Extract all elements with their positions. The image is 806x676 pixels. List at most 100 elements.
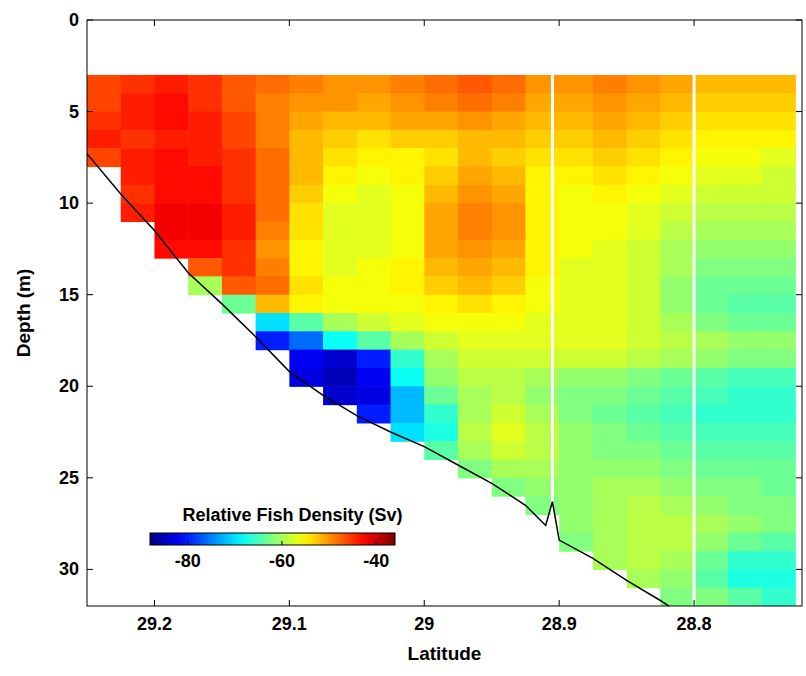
- cell: [87, 112, 121, 131]
- cell: [559, 276, 593, 295]
- cell: [593, 185, 627, 204]
- cell: [660, 112, 694, 131]
- cell: [593, 221, 627, 240]
- cell: [593, 148, 627, 167]
- cell: [492, 350, 526, 369]
- x-tick-label: 28.9: [542, 614, 577, 634]
- cell: [222, 130, 256, 149]
- cell: [694, 368, 728, 387]
- cell: [559, 368, 593, 387]
- cell: [289, 75, 323, 94]
- cell: [660, 167, 694, 186]
- cell: [188, 221, 222, 240]
- cell: [357, 276, 391, 295]
- cell: [627, 221, 661, 240]
- cell: [525, 441, 559, 460]
- cell: [593, 276, 627, 295]
- cell: [660, 185, 694, 204]
- cell: [728, 75, 762, 94]
- cell: [289, 276, 323, 295]
- x-tick: [559, 20, 560, 26]
- cell: [559, 185, 593, 204]
- cell: [559, 240, 593, 259]
- cell: [256, 75, 290, 94]
- plot-area: [87, 75, 796, 606]
- cell: [121, 75, 155, 94]
- cell: [660, 221, 694, 240]
- cell: [762, 350, 796, 369]
- cell: [458, 368, 492, 387]
- cell: [154, 130, 188, 149]
- cell: [593, 478, 627, 497]
- cell: [424, 240, 458, 259]
- cell: [694, 350, 728, 369]
- cell: [694, 496, 728, 515]
- cell: [728, 148, 762, 167]
- cell: [627, 75, 661, 94]
- y-tick: [796, 569, 802, 570]
- cell: [694, 93, 728, 112]
- cell: [391, 405, 425, 424]
- cell: [728, 276, 762, 295]
- cell: [323, 331, 357, 350]
- cell: [694, 588, 728, 606]
- y-tick: [796, 203, 802, 204]
- cell: [525, 130, 559, 149]
- cell: [762, 240, 796, 259]
- cell: [154, 112, 188, 131]
- cell: [525, 405, 559, 424]
- cell: [222, 295, 256, 314]
- cell: [188, 75, 222, 94]
- cell: [728, 221, 762, 240]
- cell: [559, 75, 593, 94]
- cell: [424, 276, 458, 295]
- cell: [357, 130, 391, 149]
- cell: [357, 386, 391, 405]
- cell: [424, 313, 458, 332]
- y-tick: [87, 20, 93, 21]
- cell: [525, 240, 559, 259]
- cell: [357, 148, 391, 167]
- cell: [525, 478, 559, 497]
- cell: [762, 130, 796, 149]
- cell: [627, 295, 661, 314]
- cell: [492, 405, 526, 424]
- cell: [660, 350, 694, 369]
- colorbar-tick: [187, 541, 188, 545]
- cell: [728, 551, 762, 570]
- x-tick-label: 29: [414, 614, 434, 634]
- cell: [256, 93, 290, 112]
- cell: [391, 75, 425, 94]
- cell: [728, 405, 762, 424]
- x-tick: [154, 600, 155, 606]
- cell: [525, 460, 559, 479]
- cell: [728, 460, 762, 479]
- y-tick: [87, 294, 93, 295]
- cell: [458, 221, 492, 240]
- cell: [87, 93, 121, 112]
- cell: [525, 350, 559, 369]
- x-tick: [424, 20, 425, 26]
- cell: [458, 405, 492, 424]
- cell: [424, 295, 458, 314]
- cell: [289, 258, 323, 277]
- cell: [694, 112, 728, 131]
- cell: [323, 313, 357, 332]
- cell: [762, 569, 796, 588]
- cell: [694, 313, 728, 332]
- cell: [593, 75, 627, 94]
- cell: [660, 148, 694, 167]
- cell: [525, 386, 559, 405]
- cell: [559, 405, 593, 424]
- cell: [660, 423, 694, 442]
- cell: [256, 185, 290, 204]
- cell: [492, 148, 526, 167]
- y-tick-label: 5: [69, 102, 79, 122]
- cell: [728, 588, 762, 606]
- cell: [627, 167, 661, 186]
- cell: [694, 441, 728, 460]
- cell: [256, 112, 290, 131]
- cell: [593, 130, 627, 149]
- cell: [458, 203, 492, 222]
- cell: [357, 203, 391, 222]
